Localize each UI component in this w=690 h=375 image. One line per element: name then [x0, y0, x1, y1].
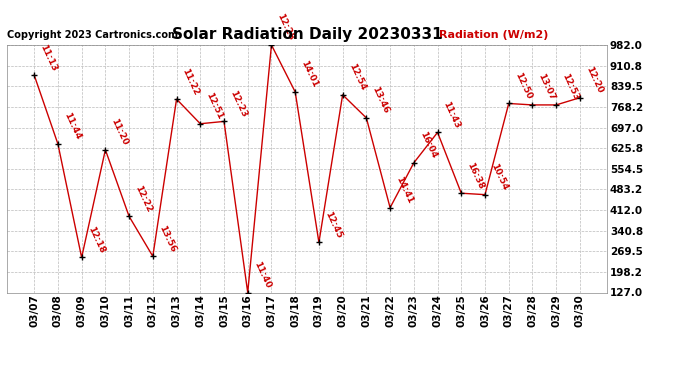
Text: 12:50: 12:50 [513, 71, 533, 101]
Text: 11:13: 11:13 [39, 43, 59, 72]
Text: 12:18: 12:18 [86, 225, 106, 255]
Text: 10:54: 10:54 [489, 162, 509, 192]
Text: 11:22: 11:22 [181, 67, 201, 96]
Text: 11:44: 11:44 [62, 111, 82, 141]
Text: 12:54: 12:54 [347, 62, 367, 92]
Text: 12:28: 12:28 [275, 12, 296, 42]
Text: 12:23: 12:23 [228, 89, 248, 118]
Text: Radiation (W/m2): Radiation (W/m2) [439, 30, 549, 40]
Text: 12:45: 12:45 [323, 210, 344, 240]
Text: 14:01: 14:01 [299, 59, 319, 89]
Text: 12:53: 12:53 [560, 72, 580, 102]
Text: 12:51: 12:51 [204, 91, 225, 121]
Text: 11:20: 11:20 [110, 117, 130, 147]
Text: 12:22: 12:22 [133, 184, 153, 214]
Text: 13:56: 13:56 [157, 224, 177, 254]
Text: 11:43: 11:43 [442, 100, 462, 130]
Text: Copyright 2023 Cartronics.com: Copyright 2023 Cartronics.com [7, 30, 178, 40]
Title: Solar Radiation Daily 20230331: Solar Radiation Daily 20230331 [172, 27, 442, 42]
Text: 14:41: 14:41 [394, 175, 415, 205]
Text: 13:07: 13:07 [537, 72, 557, 102]
Text: 13:46: 13:46 [371, 85, 391, 115]
Text: 11:40: 11:40 [252, 260, 272, 290]
Text: 16:04: 16:04 [418, 130, 438, 160]
Text: 12:20: 12:20 [584, 65, 604, 95]
Text: 16:38: 16:38 [466, 160, 486, 190]
